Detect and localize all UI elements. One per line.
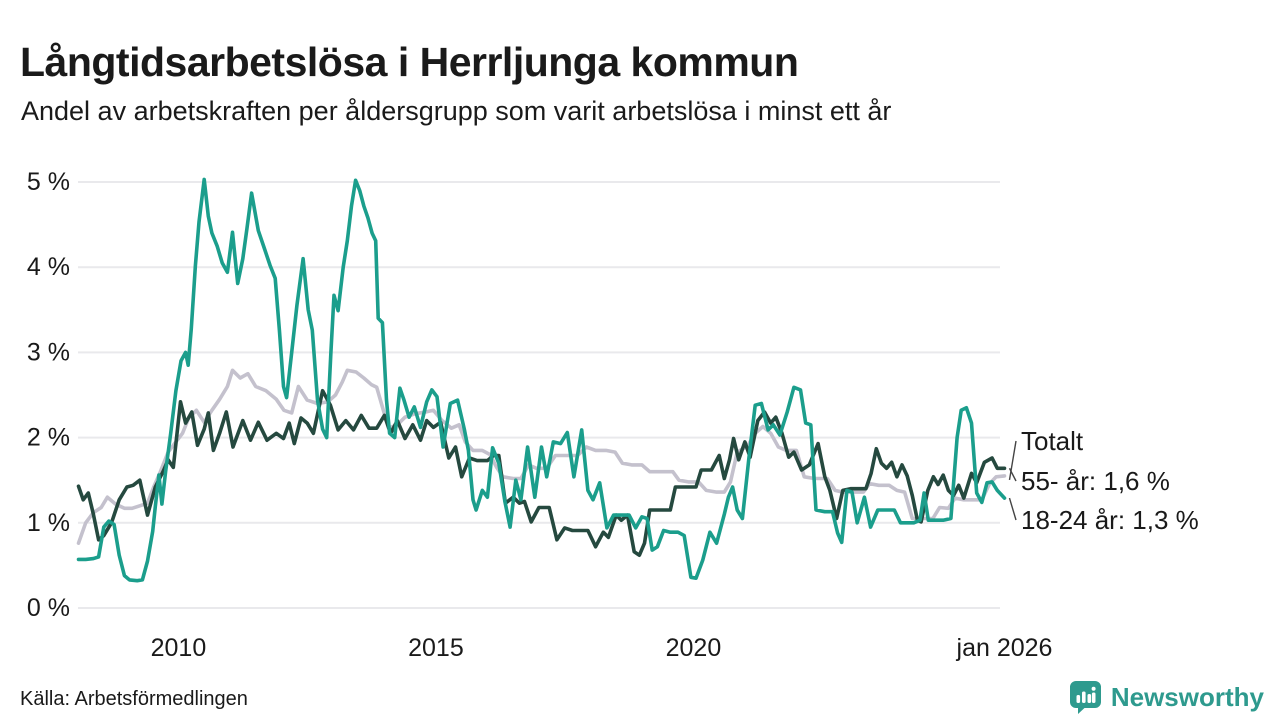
y-axis-tick-label: 1 % (27, 509, 70, 537)
x-axis-tick-label: 2010 (151, 634, 207, 662)
x-axis-tick-label: 2020 (666, 634, 722, 662)
x-axis-tick-label: jan 2026 (956, 634, 1053, 662)
series-line-55--år (76, 388, 1007, 557)
y-axis-tick-label: 3 % (27, 338, 70, 366)
series-end-label-18-24-år: 18-24 år: 1,3 % (1021, 505, 1199, 535)
brand-name: Newsworthy (1110, 681, 1264, 712)
series-line-18-24-år (76, 177, 1007, 583)
source-note: Källa: Arbetsförmedlingen (20, 688, 248, 710)
end-label-pointer (1008, 440, 1017, 481)
chart-subtitle: Andel av arbetskraften per åldersgrupp s… (21, 96, 892, 126)
y-axis-tick-label: 0 % (27, 594, 70, 622)
newsworthy-speech-bubble-bar-chart-icon (1069, 681, 1101, 714)
series-end-label-Totalt: Totalt (1021, 426, 1084, 456)
y-axis-tick-label: 2 % (27, 424, 70, 452)
y-axis-tick-label: 4 % (27, 253, 70, 281)
end-label-pointer (1008, 497, 1017, 521)
x-axis-tick-label: 2015 (408, 634, 464, 662)
series-end-label-55--år: 55- år: 1,6 % (1021, 466, 1170, 496)
page-title: Långtidsarbetslösa i Herrljunga kommun (20, 39, 799, 86)
y-axis-tick-label: 5 % (27, 168, 70, 196)
newsworthy-logo: Newsworthy (1069, 680, 1264, 714)
end-label-pointer (1008, 467, 1017, 482)
